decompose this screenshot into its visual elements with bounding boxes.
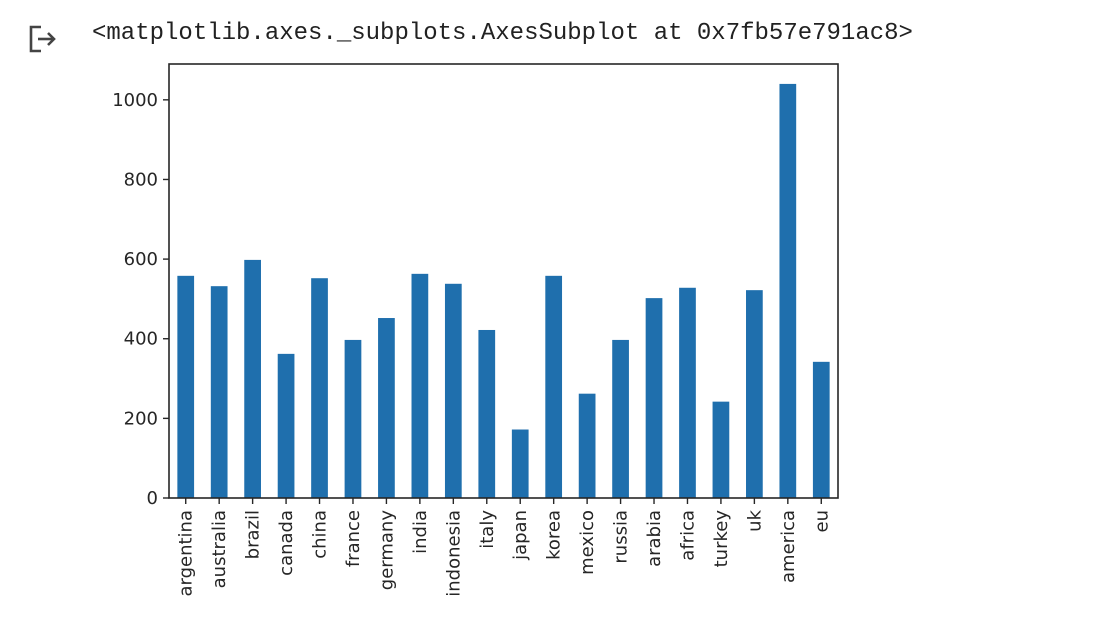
bar-germany — [378, 318, 395, 498]
x-tick-label: china — [310, 510, 331, 559]
bar-eu — [812, 361, 830, 498]
y-tick-label: 800 — [124, 169, 158, 190]
x-tick-label: arabia — [644, 510, 665, 567]
output-repr-text: <matplotlib.axes._subplots.AxesSubplot a… — [92, 20, 913, 47]
x-tick-label: korea — [544, 510, 565, 560]
bar-america — [779, 83, 797, 498]
bar-australia — [210, 286, 228, 498]
x-tick-label: uk — [744, 509, 765, 531]
bar-india — [411, 273, 429, 498]
bar-korea — [545, 275, 563, 498]
bar-uk — [746, 290, 763, 498]
x-tick-label: india — [410, 510, 431, 554]
x-tick-label: germany — [376, 510, 397, 591]
x-tick-label: australia — [209, 510, 230, 588]
bars-group — [177, 83, 830, 498]
x-tick-label: africa — [677, 510, 698, 561]
y-tick-label: 0 — [147, 488, 158, 509]
x-tick-label: turkey — [711, 510, 732, 568]
bar-russia — [612, 339, 629, 498]
x-axis: argentina australia brazil canada china franc… — [176, 498, 832, 597]
x-tick-label: japan — [510, 510, 531, 561]
x-tick-label: france — [343, 510, 364, 567]
y-tick-label: 200 — [124, 408, 158, 429]
bar-brazil — [244, 259, 261, 498]
x-tick-label: brazil — [243, 510, 264, 559]
bar-france — [344, 339, 362, 498]
bar-indonesia — [444, 283, 462, 498]
x-tick-label: indonesia — [443, 510, 464, 597]
y-tick-label: 1000 — [112, 90, 158, 111]
bar-japan — [511, 429, 529, 498]
bar-africa — [679, 287, 696, 498]
x-tick-label: eu — [811, 510, 832, 532]
axes-frame — [168, 63, 839, 499]
output-arrow-icon[interactable] — [28, 22, 60, 54]
bar-mexico — [578, 393, 596, 498]
bar-turkey — [712, 401, 730, 498]
x-tick-label: mexico — [577, 510, 598, 575]
y-tick-label: 600 — [124, 249, 158, 270]
bar-arabia — [645, 298, 663, 498]
y-axis: 0 200 400 600 800 1000 — [112, 90, 169, 509]
x-tick-label: argentina — [176, 510, 197, 597]
x-tick-label: canada — [276, 510, 297, 576]
x-tick-label: america — [778, 510, 799, 583]
y-tick-label: 400 — [124, 329, 158, 350]
bar-argentina — [177, 275, 195, 498]
bar-canada — [277, 353, 295, 498]
x-tick-label: russia — [611, 510, 632, 564]
bar-china — [311, 278, 328, 498]
bar-italy — [478, 329, 496, 498]
x-tick-label: italy — [477, 510, 498, 549]
